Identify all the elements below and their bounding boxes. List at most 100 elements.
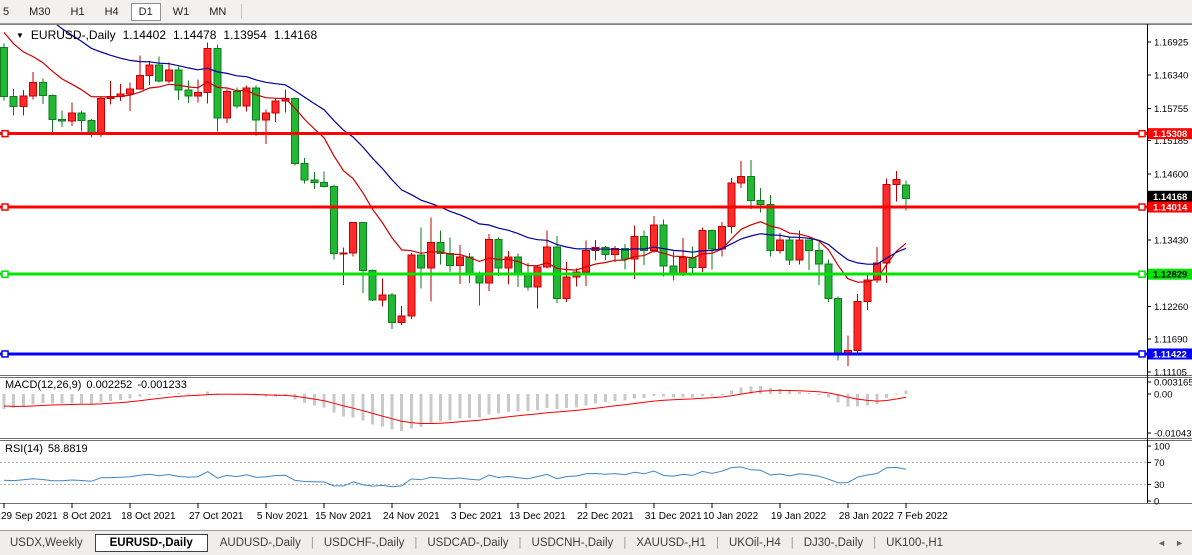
toolbar-separator <box>241 4 243 19</box>
macd-histogram-bar <box>70 394 74 404</box>
macd-histogram-bar <box>41 394 45 404</box>
date-axis: 29 Sep 2021 8 Oct 2021 18 Oct 2021 27 Oct 2… <box>1 503 948 522</box>
candle-body <box>727 182 736 228</box>
price-badge-1-14014-label: 1.14014 <box>1153 203 1188 214</box>
macd-histogram-bar <box>613 394 617 401</box>
timeframe-button-d1[interactable]: D1 <box>130 2 161 21</box>
date-tick-label: 7 Feb 2022 <box>897 511 948 522</box>
macd-histogram-bar <box>827 394 830 398</box>
hline-1-15308-handle[interactable] <box>1 129 9 138</box>
candle-body <box>407 254 416 317</box>
tab-eurusd-daily[interactable]: EURUSD-,Daily <box>94 534 208 552</box>
price-badge-1-12829-label: 1.12829 <box>1153 270 1187 281</box>
tab-usdchf-daily[interactable]: USDCHF-,Daily <box>323 537 405 549</box>
price-tick-label: 1.12260 <box>1154 302 1188 313</box>
hline-1-14014-handle[interactable] <box>1 203 9 211</box>
tab-usdcad-daily[interactable]: USDCAD-,Daily <box>427 537 509 549</box>
date-tick-label: 8 Oct 2021 <box>63 511 112 522</box>
candle-body <box>29 82 38 97</box>
tab-ukoil-h4[interactable]: UKOil-,H4 <box>728 537 781 549</box>
candle-body <box>746 176 755 201</box>
macd-histogram-bar <box>574 394 578 408</box>
tab-separator: | <box>310 537 314 549</box>
price-badge-1-12829 <box>1148 268 1192 280</box>
timeframe-button-mn[interactable]: MN <box>209 5 227 18</box>
tab-usdx-weekly[interactable]: USDX,Weekly <box>10 537 83 549</box>
tab-uk100-h1[interactable]: UK100-,H1 <box>886 537 944 549</box>
candle-body <box>582 249 590 273</box>
rsi-tick-label: 30 <box>1154 480 1165 491</box>
date-tick-label: 3 Dec 2021 <box>451 511 503 522</box>
timeframe-button-h1[interactable]: H1 <box>70 5 85 18</box>
timeframe-button-w1[interactable]: W1 <box>172 5 190 18</box>
price-tick-label: 1.13430 <box>1154 236 1188 247</box>
timeframe-button-m30[interactable]: M30 <box>29 5 51 18</box>
rsi-tick-label: 0 <box>1154 497 1159 508</box>
macd-histogram-bar <box>671 394 675 398</box>
macd-histogram-bar <box>21 394 25 407</box>
macd-histogram-bar <box>497 394 501 414</box>
candle-body <box>902 184 911 199</box>
macd-histogram-bar <box>186 393 190 395</box>
price-tick-label: 1.11690 <box>1154 334 1188 345</box>
macd-histogram-bar <box>759 385 763 394</box>
hline-1-11422-handle[interactable] <box>1 350 9 358</box>
rsi-tick-label: 70 <box>1154 458 1165 469</box>
hline-1-12829-handle[interactable] <box>1138 270 1146 278</box>
date-tick-label: 31 Dec 2021 <box>645 511 702 522</box>
candle-body <box>0 46 8 98</box>
tab-scroll-right-icon[interactable]: ► <box>1175 538 1184 548</box>
tab-xauusd-h1[interactable]: XAUUSD-,H1 <box>636 537 706 549</box>
candle-body <box>465 256 474 275</box>
macd-histogram-bar <box>846 394 850 407</box>
candle-body <box>863 279 872 302</box>
macd-histogram-bar <box>536 394 539 411</box>
candle-body <box>785 239 794 261</box>
candle-body <box>737 176 746 184</box>
tab-usdcnh-daily[interactable]: USDCNH-,Daily <box>531 537 614 549</box>
price-badge-1-15308 <box>1148 128 1192 140</box>
timeframe-button-h4[interactable]: H4 <box>104 5 119 18</box>
date-tick-label: 10 Jan 2022 <box>703 511 758 522</box>
macd-histogram-bar <box>89 394 93 405</box>
macd-histogram-bar <box>749 386 753 394</box>
candle-body <box>223 91 232 119</box>
macd-histogram-bar <box>856 394 860 407</box>
tab-dj30-daily[interactable]: DJ30-,Daily <box>803 537 864 549</box>
hline-1-15308-handle[interactable] <box>1138 129 1146 138</box>
candle-body <box>194 92 202 97</box>
macd-histogram-bar <box>206 391 210 394</box>
macd-histogram-bar <box>506 394 510 412</box>
macd-histogram-bar <box>138 394 142 397</box>
candle-body <box>669 265 678 274</box>
tab-scroll-left-icon[interactable]: ◄ <box>1157 538 1167 548</box>
price-tick-label: 1.15755 <box>1154 104 1188 115</box>
date-tick-label: 19 Jan 2022 <box>771 511 826 522</box>
macd-histogram-bar <box>400 394 404 431</box>
macd-histogram-bar <box>109 394 113 402</box>
tab-separator: | <box>623 537 627 549</box>
hline-1-11422-handle[interactable] <box>1138 350 1146 358</box>
macd-histogram-bar <box>196 393 200 395</box>
candle-body <box>620 248 629 260</box>
candle-body <box>135 75 144 90</box>
candle-body <box>339 252 348 255</box>
rsi-tick-label: 100 <box>1154 442 1170 453</box>
macd-histogram-bar <box>720 394 724 395</box>
candle-body <box>892 178 901 186</box>
macd-histogram-bar <box>80 394 84 404</box>
macd-histogram-bar <box>342 394 345 417</box>
timeframe-button-5[interactable]: 5 <box>3 5 10 18</box>
macd-histogram-bar <box>51 394 54 404</box>
tab-audusd-daily[interactable]: AUDUSD-,Daily <box>219 537 301 549</box>
candle-body <box>203 48 212 94</box>
macd-histogram-bar <box>691 394 695 398</box>
hline-1-12829-handle[interactable] <box>1 270 9 278</box>
price-tick-label: 1.15185 <box>1154 136 1188 147</box>
macd-histogram-bar <box>788 391 792 394</box>
candle-body <box>291 97 299 165</box>
hline-1-14014-handle[interactable] <box>1138 203 1146 211</box>
macd-signal-line <box>3 389 907 424</box>
